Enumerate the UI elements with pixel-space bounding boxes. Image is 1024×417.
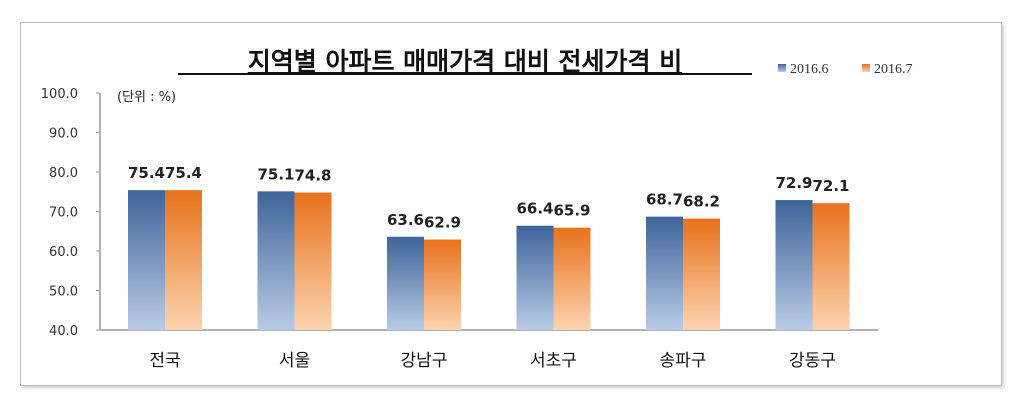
x-category-label: 송파구 [660, 351, 707, 371]
x-category-label: 서초구 [530, 351, 577, 371]
data-label: 68.2 [683, 193, 720, 211]
y-tick-label: 80.0 [49, 166, 78, 181]
data-label: 68.7 [646, 191, 683, 209]
bar-2016.6-강남구 [387, 236, 424, 330]
bar-2016.7-강남구 [424, 239, 461, 330]
bar-2016.7-강동구 [812, 203, 850, 330]
chart-title: 지역별 아파트 매매가격 대비 전세가격 비 [248, 47, 683, 76]
x-category-label: 강남구 [401, 351, 448, 371]
legend-label-2016-7: 2016.7 [874, 62, 913, 77]
data-label: 72.1 [812, 177, 849, 195]
x-category-label: 서울 [279, 351, 310, 371]
data-label: 74.8 [294, 167, 331, 185]
y-tick-label: 70.0 [49, 206, 78, 221]
data-label: 63.6 [387, 211, 424, 229]
x-category-label: 전국 [149, 351, 180, 371]
bar-2016.7-서초구 [553, 227, 591, 330]
bar-2016.6-송파구 [646, 216, 683, 330]
y-tick-label: 100.0 [41, 87, 78, 102]
bar-2016.7-전국 [165, 190, 202, 330]
unit-label: (단위 : %) [117, 90, 176, 105]
legend-label-2016-6: 2016.6 [790, 62, 829, 77]
bar-2016.6-강동구 [775, 200, 813, 330]
y-tick-label: 40.0 [49, 324, 78, 339]
bar-2016.6-서울 [257, 191, 295, 330]
y-tick-label: 90.0 [49, 127, 78, 142]
data-label: 72.9 [775, 174, 812, 192]
legend-swatch-2016-7 [862, 64, 870, 72]
bar-2016.6-서초구 [516, 225, 554, 330]
legend: 2016.6 2016.7 [778, 62, 913, 77]
data-label: 65.9 [553, 202, 590, 220]
data-label: 75.1 [257, 165, 294, 183]
data-label: 66.4 [516, 200, 553, 218]
bar-2016.6-전국 [128, 190, 165, 330]
x-category-label: 강동구 [789, 351, 836, 371]
bar-2016.7-서울 [294, 192, 332, 330]
data-label: 75.4 [128, 164, 165, 182]
y-tick-label: 60.0 [49, 245, 78, 260]
y-tick-label: 50.0 [49, 285, 78, 300]
data-label: 75.4 [165, 164, 202, 182]
data-label: 62.9 [424, 214, 461, 232]
bar-2016.7-송파구 [683, 218, 720, 330]
legend-swatch-2016-6 [778, 64, 786, 72]
